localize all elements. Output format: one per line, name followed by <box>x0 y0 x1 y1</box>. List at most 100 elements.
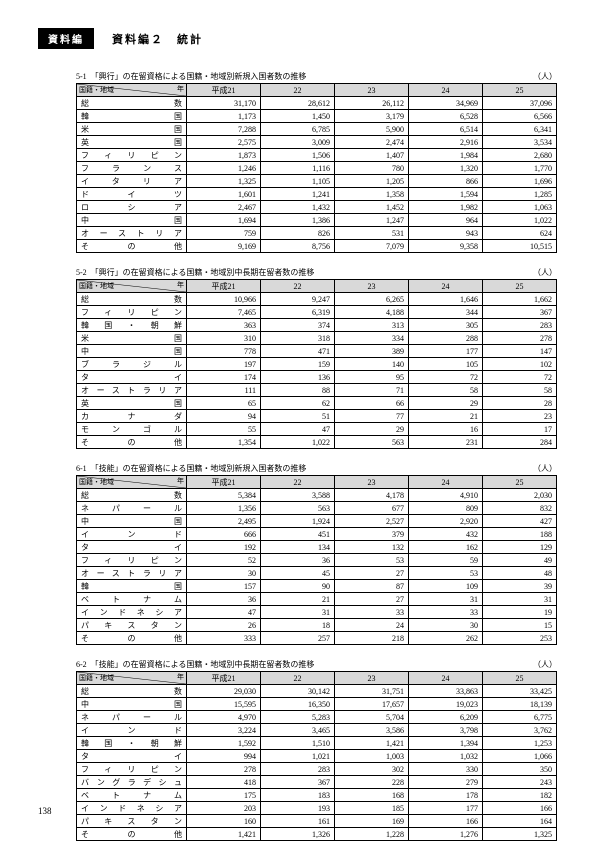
year-col-header: 22 <box>261 672 335 685</box>
data-cell: 31 <box>483 593 557 606</box>
data-cell: 279 <box>409 776 483 789</box>
table-row: 総数31,17028,61226,11234,96937,096 <box>77 97 557 110</box>
diag-bottom-label: 国籍・地域 <box>79 477 114 488</box>
table-row: その他1,4211,3261,2281,2761,325 <box>77 828 557 841</box>
data-cell: 159 <box>261 358 335 371</box>
page-header: 資料編 資料編２ 統計 <box>38 28 557 49</box>
table-row: 米国310318334288278 <box>77 332 557 345</box>
data-cell: 33,863 <box>409 685 483 698</box>
row-label: 総数 <box>77 489 187 502</box>
data-cell: 59 <box>409 554 483 567</box>
data-cell: 147 <box>483 345 557 358</box>
table-block: 5-2 「興行」の在留資格による国籍・地域別中長期在留者数の推移（人）年国籍・地… <box>76 267 557 449</box>
data-cell: 832 <box>483 502 557 515</box>
data-cell: 160 <box>187 815 261 828</box>
diag-bottom-label: 国籍・地域 <box>79 85 114 96</box>
table-row: イタリア1,3251,1051,2058661,696 <box>77 175 557 188</box>
row-label: その他 <box>77 436 187 449</box>
data-cell: 1,386 <box>261 214 335 227</box>
row-label: ロシア <box>77 201 187 214</box>
row-label: 総数 <box>77 97 187 110</box>
table-row: ドイツ1,6011,2411,3581,5941,285 <box>77 188 557 201</box>
table-row: インド3,2243,4653,5863,7983,762 <box>77 724 557 737</box>
data-cell: 3,179 <box>335 110 409 123</box>
year-col-header: 22 <box>261 84 335 97</box>
data-cell: 6,341 <box>483 123 557 136</box>
data-cell: 55 <box>187 423 261 436</box>
data-cell: 15,595 <box>187 698 261 711</box>
data-cell: 168 <box>335 789 409 802</box>
row-label: フィリピン <box>77 149 187 162</box>
table-row: インド666451379432188 <box>77 528 557 541</box>
data-cell: 451 <box>261 528 335 541</box>
table-row: 韓国・朝鮮1,5921,5101,4211,3941,253 <box>77 737 557 750</box>
data-cell: 5,283 <box>261 711 335 724</box>
row-label: 韓国・朝鮮 <box>77 737 187 750</box>
data-cell: 47 <box>187 606 261 619</box>
data-cell: 563 <box>261 502 335 515</box>
data-cell: 39 <box>483 580 557 593</box>
row-label: ドイツ <box>77 188 187 201</box>
data-cell: 16 <box>409 423 483 436</box>
data-cell: 34,969 <box>409 97 483 110</box>
data-cell: 183 <box>261 789 335 802</box>
diag-bottom-label: 国籍・地域 <box>79 673 114 684</box>
table-block: 6-1 「技能」の在留資格による国籍・地域別新規入国者数の推移（人）年国籍・地域… <box>76 463 557 645</box>
data-cell: 31 <box>261 606 335 619</box>
data-cell: 1,325 <box>483 828 557 841</box>
row-label: モンゴル <box>77 423 187 436</box>
data-cell: 2,916 <box>409 136 483 149</box>
data-cell: 1,032 <box>409 750 483 763</box>
data-cell: 6,528 <box>409 110 483 123</box>
data-cell: 1,421 <box>335 737 409 750</box>
year-col-header: 22 <box>261 280 335 293</box>
row-label: インドネシア <box>77 802 187 815</box>
table-row: ベトナム3621273131 <box>77 593 557 606</box>
data-cell: 197 <box>187 358 261 371</box>
data-cell: 389 <box>335 345 409 358</box>
data-cell: 47 <box>261 423 335 436</box>
data-cell: 105 <box>409 358 483 371</box>
data-cell: 77 <box>335 410 409 423</box>
data-cell: 7,465 <box>187 306 261 319</box>
year-col-header: 25 <box>483 476 557 489</box>
data-cell: 102 <box>483 358 557 371</box>
data-cell: 90 <box>261 580 335 593</box>
data-cell: 2,030 <box>483 489 557 502</box>
data-cell: 1,247 <box>335 214 409 227</box>
data-cell: 1,320 <box>409 162 483 175</box>
data-cell: 17,657 <box>335 698 409 711</box>
data-cell: 1,003 <box>335 750 409 763</box>
data-cell: 31 <box>409 593 483 606</box>
year-col-header: 25 <box>483 280 557 293</box>
table-row: 中国15,59516,35017,65719,02318,139 <box>77 698 557 711</box>
header-badge: 資料編 <box>38 28 94 49</box>
data-cell: 6,775 <box>483 711 557 724</box>
data-cell: 27 <box>335 593 409 606</box>
data-cell: 1,173 <box>187 110 261 123</box>
data-cell: 15 <box>483 619 557 632</box>
data-cell: 140 <box>335 358 409 371</box>
data-cell: 2,680 <box>483 149 557 162</box>
tables-container: 5-1 「興行」の在留資格による国籍・地域別新規入国者数の推移（人）年国籍・地域… <box>38 71 557 841</box>
data-cell: 1,246 <box>187 162 261 175</box>
data-cell: 1,770 <box>483 162 557 175</box>
diag-top-label: 年 <box>177 672 184 683</box>
row-label: 米国 <box>77 123 187 136</box>
row-label: ブラジル <box>77 358 187 371</box>
table-row: ブラジル197159140105102 <box>77 358 557 371</box>
table-row: 中国2,4951,9242,5272,920427 <box>77 515 557 528</box>
data-cell: 1,116 <box>261 162 335 175</box>
data-cell: 1,432 <box>261 201 335 214</box>
data-cell: 427 <box>483 515 557 528</box>
data-cell: 4,910 <box>409 489 483 502</box>
table-row: その他1,3541,022563231284 <box>77 436 557 449</box>
data-cell: 344 <box>409 306 483 319</box>
data-cell: 10,515 <box>483 240 557 253</box>
data-cell: 1,450 <box>261 110 335 123</box>
data-cell: 21 <box>409 410 483 423</box>
row-label: ネパール <box>77 502 187 515</box>
year-col-header: 平成21 <box>187 84 261 97</box>
data-cell: 3,224 <box>187 724 261 737</box>
data-cell: 994 <box>187 750 261 763</box>
